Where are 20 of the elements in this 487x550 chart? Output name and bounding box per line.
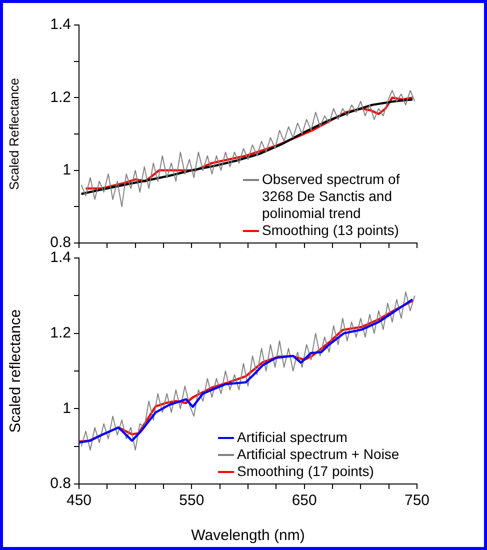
x-axis-title: Wavelength (nm) (191, 527, 305, 544)
legend-label: Smoothing (17 points) (237, 463, 374, 480)
y-tick-label: 1.4 (50, 249, 71, 266)
legend-label: Smoothing (13 points) (262, 222, 399, 239)
y-tick-label: 1 (62, 400, 71, 417)
y-tick-label: 0.8 (50, 475, 71, 492)
x-tick-label: 550 (179, 492, 204, 510)
y-tick-label: 1 (62, 161, 71, 178)
y-axis-title: Scaled reflectance (7, 309, 24, 433)
legend-label: Observed spectrum of 3268 De Sanctis and polinomial trend (262, 171, 401, 222)
y-tick-label: 1.2 (50, 88, 71, 106)
y-tick-label: 1.4 (50, 16, 71, 34)
legend-label: Artificial spectrum + Noise (237, 446, 400, 463)
y-tick-label: 0.8 (50, 234, 71, 252)
legend-label: Artificial spectrum (237, 429, 348, 446)
y-axis-title: Scaled Reflectance (6, 78, 22, 190)
x-tick-label: 750 (404, 492, 430, 510)
y-tick-label: 1.2 (50, 324, 71, 342)
x-tick-label: 450 (66, 492, 92, 510)
x-tick-label: 650 (292, 492, 317, 510)
